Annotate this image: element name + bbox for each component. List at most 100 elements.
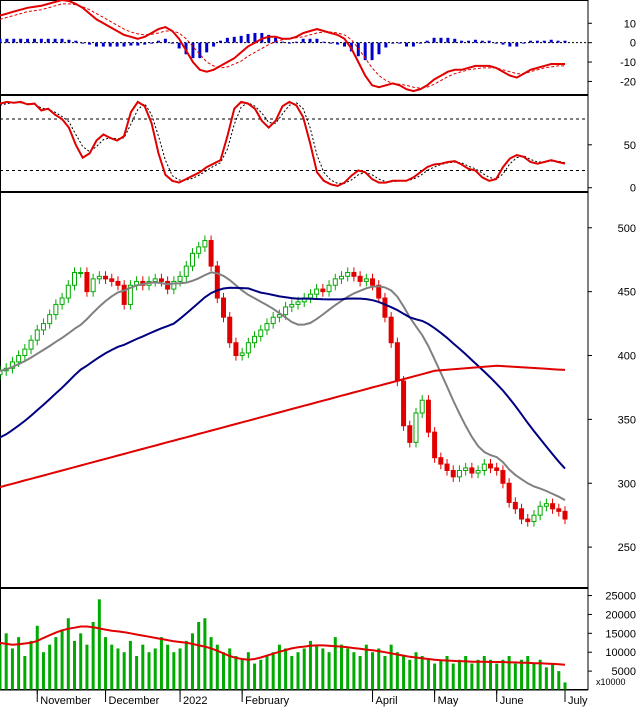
price-candle-body	[65, 284, 71, 299]
volume-bar	[128, 640, 132, 690]
macd-histogram-bar	[446, 37, 450, 43]
volume-bar	[557, 671, 561, 690]
x-axis-tick-label: 2022	[183, 695, 207, 707]
volume-bar	[190, 633, 194, 690]
macd-histogram-bar	[184, 42, 188, 55]
volume-bar	[222, 652, 226, 690]
price-axis-tick-label: 500	[618, 223, 636, 235]
volume-bar	[17, 637, 21, 690]
volume-axis-tick-label: 10000	[605, 647, 636, 659]
price-candle-body	[47, 314, 53, 325]
volume-bar	[153, 648, 157, 690]
volume-bar	[451, 663, 455, 690]
macd-histogram-bar	[356, 42, 360, 57]
volume-ma-line	[0, 625, 566, 666]
price-axis-tick-label: 450	[618, 287, 636, 299]
price-candle-body	[382, 297, 388, 318]
price-candle-body	[72, 271, 78, 286]
macd-histogram-bar	[329, 42, 333, 44]
volume-bar	[495, 663, 499, 690]
price-candle-body	[289, 303, 295, 308]
price-candle-body	[0, 370, 3, 376]
price-candle-body	[115, 280, 121, 286]
price-candle-body	[109, 278, 115, 282]
volume-bar	[426, 659, 430, 690]
volume-bar	[395, 652, 399, 690]
price-candle-body	[407, 425, 413, 443]
volume-bar	[352, 652, 356, 690]
price-candle-body	[276, 314, 282, 318]
volume-bar	[259, 659, 263, 690]
volume-bar	[178, 648, 182, 690]
macd-histogram-bar	[67, 39, 71, 43]
volume-bar	[97, 599, 101, 690]
volume-bar	[346, 648, 350, 690]
price-candle-body	[22, 348, 28, 357]
macd-histogram-bar	[522, 42, 526, 44]
volume-bar	[277, 644, 281, 690]
macd-histogram-bar	[177, 42, 181, 49]
price-candle-body	[40, 323, 46, 331]
macd-histogram-bar	[460, 40, 464, 43]
volume-axis-tick-label: 20000	[605, 609, 636, 621]
price-candle-body	[444, 463, 450, 471]
macd-histogram-bar	[170, 42, 174, 44]
volume-bar	[339, 644, 343, 690]
volume-bar	[172, 652, 176, 690]
price-candle-body	[121, 284, 127, 305]
macd-histogram-bar	[515, 42, 519, 47]
volume-bar	[302, 648, 306, 690]
macd-histogram-bar	[156, 40, 160, 43]
macd-histogram-bar	[191, 42, 195, 59]
volume-bar	[104, 637, 108, 690]
price-panel: 500 450 400 350 300 250	[0, 223, 636, 554]
macd-histogram-bar	[501, 42, 505, 45]
macd-histogram-bar	[150, 42, 154, 44]
macd-histogram-bar	[425, 40, 429, 43]
volume-bar	[470, 663, 474, 690]
price-candle-body	[221, 297, 227, 318]
macd-histogram-bar	[212, 42, 216, 47]
volume-bar	[538, 659, 542, 690]
price-candle-body	[28, 339, 34, 350]
volume-bar	[358, 656, 362, 690]
volume-bar	[246, 652, 250, 690]
volume-bar	[488, 659, 492, 690]
price-candle-body	[264, 323, 270, 331]
macd-histogram-bar	[336, 42, 340, 45]
price-candle-body	[208, 240, 214, 267]
volume-bar	[91, 622, 95, 690]
price-candle-body	[127, 284, 133, 305]
volume-bar	[48, 644, 52, 690]
macd-histogram-bar	[473, 39, 477, 43]
price-candle-body	[196, 246, 202, 254]
price-axis-tick-label: 250	[618, 542, 636, 554]
volume-bar	[439, 659, 443, 690]
volume-bar	[414, 652, 418, 690]
price-candle-body	[475, 469, 481, 474]
price-candle-body	[500, 469, 506, 484]
volume-bar	[110, 644, 114, 690]
price-ma-long-line	[0, 364, 566, 489]
x-axis: November December 2022 February April May June…	[0, 689, 588, 707]
price-candle-body	[463, 467, 469, 471]
x-axis-tick-label: July	[568, 695, 588, 707]
macd-histogram-bar	[384, 42, 388, 48]
volume-axis-tick-label: 25000	[605, 591, 636, 603]
volume-multiplier-label: x10000	[596, 677, 626, 687]
price-candle-body	[152, 278, 158, 282]
macd-histogram-bar	[487, 40, 491, 43]
volume-bar	[308, 640, 312, 690]
volume-bar	[10, 648, 14, 690]
price-candle-body	[487, 463, 493, 469]
price-candle-body	[90, 278, 96, 293]
macd-histogram-bar	[253, 32, 257, 43]
macd-histogram-bar	[205, 42, 209, 53]
volume-bar	[66, 618, 70, 690]
volume-bar	[482, 656, 486, 690]
macd-histogram-bar	[246, 33, 250, 43]
panel-frame	[0, 0, 589, 95]
volume-bar	[383, 656, 387, 690]
price-candle-body	[494, 467, 500, 471]
